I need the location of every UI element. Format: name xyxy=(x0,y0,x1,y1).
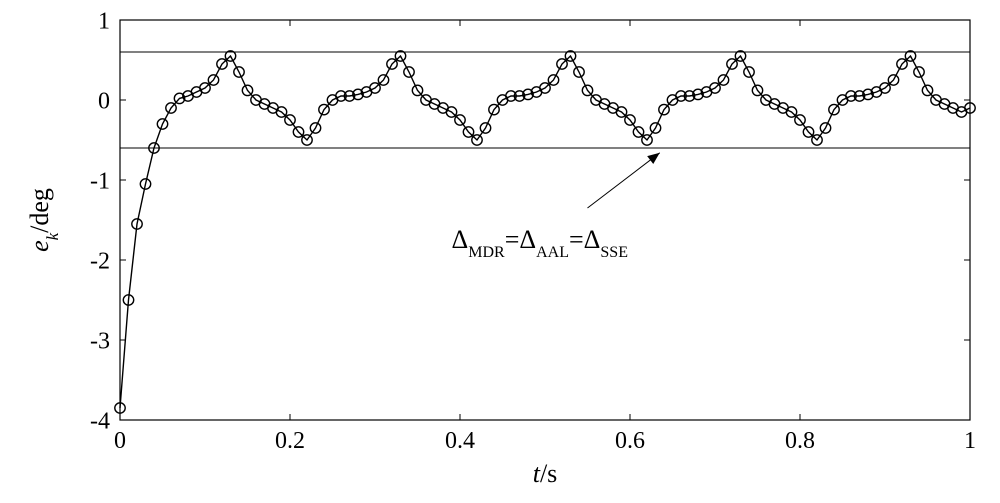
svg-text:-4: -4 xyxy=(90,408,110,434)
svg-text:0.6: 0.6 xyxy=(615,428,645,454)
chart-container: 00.20.40.60.81-4-3-2-101t/sek/degΔMDR=ΔA… xyxy=(0,0,1000,503)
svg-text:t/s: t/s xyxy=(533,459,558,488)
svg-text:-3: -3 xyxy=(90,328,110,354)
svg-text:0: 0 xyxy=(114,428,126,454)
svg-text:0: 0 xyxy=(98,88,110,114)
svg-text:1: 1 xyxy=(964,428,976,454)
svg-text:-2: -2 xyxy=(90,248,110,274)
svg-text:0.8: 0.8 xyxy=(785,428,815,454)
svg-text:1: 1 xyxy=(98,8,110,34)
svg-text:0.4: 0.4 xyxy=(445,428,475,454)
svg-text:0.2: 0.2 xyxy=(275,428,305,454)
svg-text:-1: -1 xyxy=(90,168,110,194)
chart-svg: 00.20.40.60.81-4-3-2-101t/sek/degΔMDR=ΔA… xyxy=(0,0,1000,503)
